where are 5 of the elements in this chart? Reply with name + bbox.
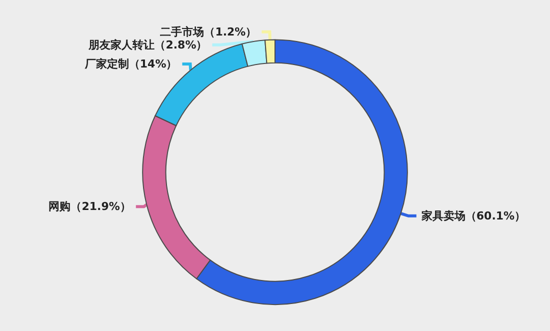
slice-label: 网购（21.9%）: [48, 200, 131, 214]
slice-label: 厂家定制（14%）: [84, 57, 178, 70]
slice-label: 朋友家人转让（2.8%）: [88, 38, 208, 52]
slice-label: 家具卖场（60.1%）: [420, 209, 526, 222]
slice-label: 二手市场（1.2%）: [160, 25, 257, 38]
